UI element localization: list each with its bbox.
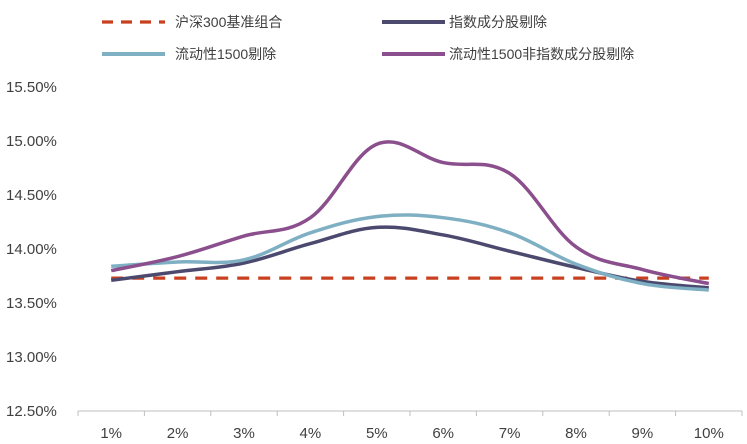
x-tick-label: 5% xyxy=(366,425,388,442)
legend-label-benchmark: 沪深300基准组合 xyxy=(175,14,282,30)
y-tick-label: 15.50% xyxy=(6,79,57,96)
y-tick-label: 13.50% xyxy=(6,295,57,312)
x-tick-label: 1% xyxy=(100,425,122,442)
y-tick-label: 14.50% xyxy=(6,187,57,204)
x-tick-label: 3% xyxy=(233,425,255,442)
series-line-liquidity-1500-excluded xyxy=(111,213,709,292)
y-tick-label: 15.00% xyxy=(6,133,57,150)
x-tick-label: 7% xyxy=(499,425,521,442)
x-tick-label: 9% xyxy=(632,425,654,442)
legend-label-liquidity-1500-non-index-excluded: 流动性1500非指数成分股剔除 xyxy=(449,46,634,62)
x-tick-label: 6% xyxy=(432,425,454,442)
y-tick-label: 14.00% xyxy=(6,241,57,258)
x-axis: 1% 2% 3% 4% 5% 6% 7% 8% 9% 10% xyxy=(77,410,743,442)
x-tick-label: 4% xyxy=(300,425,322,442)
legend-label-liquidity-1500-excluded: 流动性1500剔除 xyxy=(175,46,276,62)
x-tick-label: 10% xyxy=(694,425,724,442)
plot-area xyxy=(110,140,710,292)
x-tick-label: 8% xyxy=(565,425,587,442)
y-axis: 12.50% 13.00% 13.50% 14.00% 14.50% 15.00% 15.5… xyxy=(6,79,57,420)
y-tick-label: 13.00% xyxy=(6,349,57,366)
y-tick-label: 12.50% xyxy=(6,403,57,420)
legend-label-index-constituent-excluded: 指数成分股剔除 xyxy=(449,14,547,30)
series-line-liquidity-1500-non-index-excluded xyxy=(110,140,710,286)
x-tick-label: 2% xyxy=(167,425,189,442)
